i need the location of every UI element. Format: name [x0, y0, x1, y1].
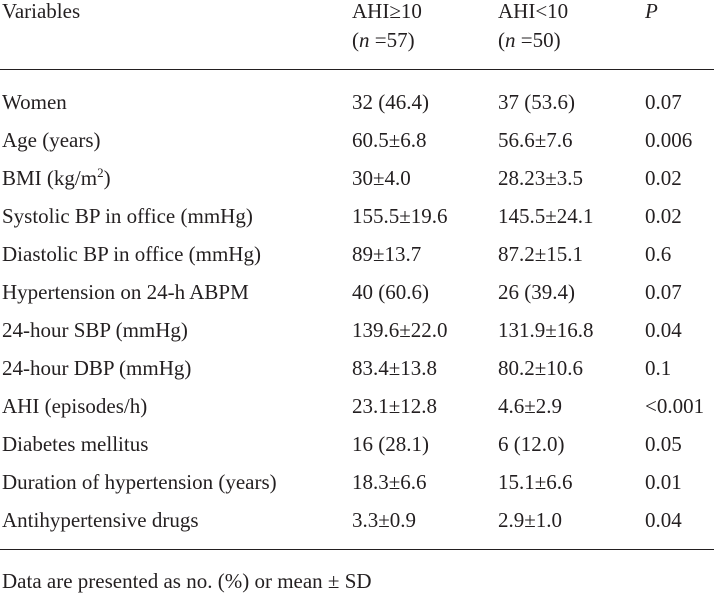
cell-variable-tail: ) — [103, 166, 111, 190]
table-row: Systolic BP in office (mmHg) 155.5±19.6 … — [0, 197, 714, 235]
cell-group2: 15.1±6.6 — [498, 470, 573, 494]
table-row: Diabetes mellitus 16 (28.1) 6 (12.0) 0.0… — [0, 425, 714, 463]
header-group2-count-open: ( — [498, 28, 505, 52]
header-p: P — [645, 0, 658, 26]
cell-group2: 145.5±24.1 — [498, 204, 594, 228]
table-row: 24-hour DBP (mmHg) 83.4±13.8 80.2±10.6 0… — [0, 349, 714, 387]
cell-group2: 56.6±7.6 — [498, 128, 573, 152]
table-row: AHI (episodes/h) 23.1±12.8 4.6±2.9 <0.00… — [0, 387, 714, 425]
cell-group2: 2.9±1.0 — [498, 508, 563, 532]
cell-p: 0.05 — [645, 432, 682, 456]
cell-group2: 131.9±16.8 — [498, 318, 594, 342]
cell-group1: 60.5±6.8 — [352, 128, 427, 152]
cell-variable: Hypertension on 24-h ABPM — [2, 280, 249, 304]
header-group1-count-open: ( — [352, 28, 359, 52]
cell-group2: 28.23±3.5 — [498, 166, 584, 190]
header-group1-n-value: =57) — [369, 28, 415, 52]
cell-variable: Duration of hypertension (years) — [2, 470, 277, 494]
table-row: Duration of hypertension (years) 18.3±6.… — [0, 463, 714, 501]
table-row: Hypertension on 24-h ABPM 40 (60.6) 26 (… — [0, 273, 714, 311]
cell-variable: AHI (episodes/h) — [2, 394, 148, 418]
cell-group2: 26 (39.4) — [498, 280, 575, 304]
header-group2-name: AHI<10 — [498, 0, 569, 23]
cell-p: 0.6 — [645, 242, 672, 266]
cell-variable: Antihypertensive drugs — [2, 508, 199, 532]
cell-variable: 24-hour DBP (mmHg) — [2, 356, 192, 380]
bottom-rule — [0, 549, 714, 550]
cell-p: 0.01 — [645, 470, 682, 494]
header-group1-count: (n =57) — [352, 26, 422, 55]
cell-p: 0.02 — [645, 204, 682, 228]
cell-variable: Systolic BP in office (mmHg) — [2, 204, 253, 228]
table-row: Diastolic BP in office (mmHg) 89±13.7 87… — [0, 235, 714, 273]
cell-group2: 4.6±2.9 — [498, 394, 563, 418]
cell-group1: 89±13.7 — [352, 242, 422, 266]
table-row: BMI (kg/m2) 30±4.0 28.23±3.5 0.02 — [0, 159, 714, 197]
header-group2-count: (n =50) — [498, 26, 568, 55]
cell-p: 0.02 — [645, 166, 682, 190]
header-variables: Variables — [2, 0, 80, 26]
cell-variable: 24-hour SBP (mmHg) — [2, 318, 188, 342]
cell-group1: 139.6±22.0 — [352, 318, 448, 342]
table-row: Age (years) 60.5±6.8 56.6±7.6 0.006 — [0, 121, 714, 159]
header-group1-name: AHI≥10 — [352, 0, 422, 23]
cell-p: 0.1 — [645, 356, 672, 380]
table-row: Antihypertensive drugs 3.3±0.9 2.9±1.0 0… — [0, 501, 714, 539]
table-row: 24-hour SBP (mmHg) 139.6±22.0 131.9±16.8… — [0, 311, 714, 349]
header-group1: AHI≥10 (n =57) — [352, 0, 422, 55]
header-group1-n-label: n — [359, 28, 370, 52]
cell-group1: 40 (60.6) — [352, 280, 429, 304]
cell-group2: 37 (53.6) — [498, 90, 575, 114]
cell-variable: Diabetes mellitus — [2, 432, 149, 456]
cell-group2: 80.2±10.6 — [498, 356, 584, 380]
cell-group1: 155.5±19.6 — [352, 204, 448, 228]
header-group2: AHI<10 (n =50) — [498, 0, 568, 55]
header-group2-n-value: =50) — [515, 28, 561, 52]
cell-group1: 3.3±0.9 — [352, 508, 417, 532]
cell-p: 0.07 — [645, 280, 682, 304]
cell-group1: 16 (28.1) — [352, 432, 429, 456]
cell-group1: 83.4±13.8 — [352, 356, 438, 380]
cell-variable: BMI (kg/m2) — [2, 159, 111, 197]
cell-group2: 6 (12.0) — [498, 432, 565, 456]
cell-p: 0.07 — [645, 90, 682, 114]
cell-group1: 18.3±6.6 — [352, 470, 427, 494]
cell-group1: 30±4.0 — [352, 166, 411, 190]
cell-variable: Age (years) — [2, 128, 101, 152]
cell-group1: 32 (46.4) — [352, 90, 429, 114]
cell-p: 0.006 — [645, 128, 693, 152]
cell-p: 0.04 — [645, 508, 682, 532]
table-footnote: Data are presented as no. (%) or mean ± … — [2, 569, 372, 593]
header-p-label: P — [645, 0, 658, 23]
cell-group2: 87.2±15.1 — [498, 242, 584, 266]
header-variables-label: Variables — [2, 0, 81, 23]
header-rule — [0, 69, 714, 70]
cell-variable-superscript: 2 — [97, 165, 104, 180]
cell-variable-text: BMI (kg/m — [2, 166, 98, 190]
cell-group1: 23.1±12.8 — [352, 394, 438, 418]
cell-variable: Women — [2, 90, 67, 114]
table-row: Women 32 (46.4) 37 (53.6) 0.07 — [0, 83, 714, 121]
cell-p: <0.001 — [645, 394, 705, 418]
cell-p: 0.04 — [645, 318, 682, 342]
header-group2-n-label: n — [505, 28, 516, 52]
cell-variable: Diastolic BP in office (mmHg) — [2, 242, 261, 266]
